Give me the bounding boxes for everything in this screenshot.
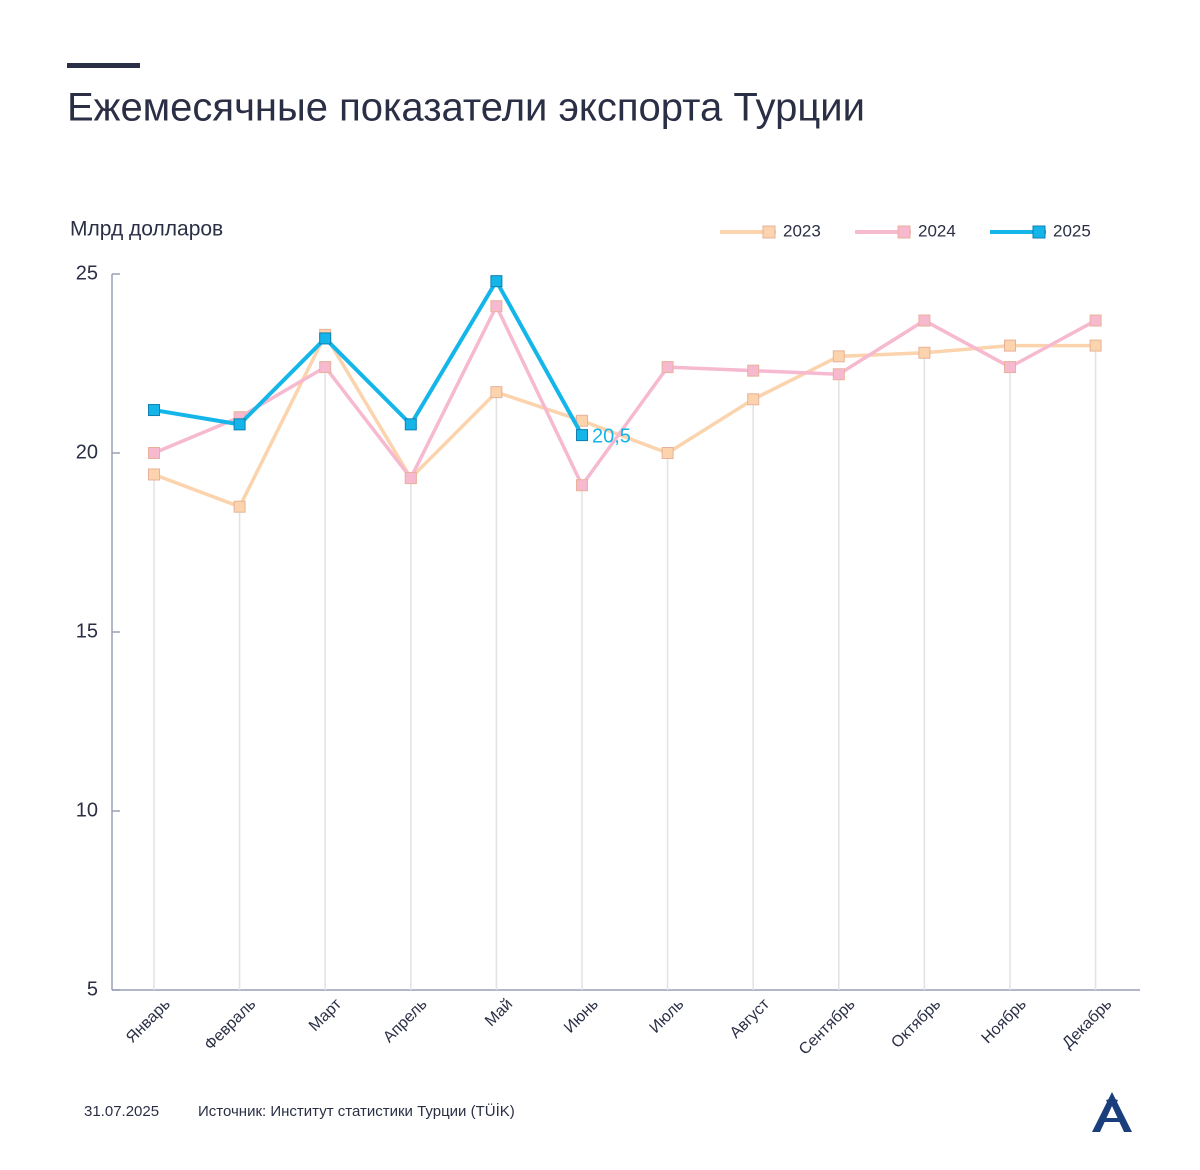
series-line: [153, 304, 1097, 487]
x-tick-label: Апрель: [380, 996, 430, 1046]
point: [319, 361, 332, 374]
point: [747, 393, 760, 406]
point: [319, 332, 332, 345]
point: [404, 418, 417, 431]
date: 31.07.2025: [84, 1103, 159, 1120]
point: [404, 472, 417, 485]
point: [1004, 339, 1016, 352]
value-label: 20,5: [592, 425, 631, 447]
y-tick-label: 20: [76, 441, 98, 463]
point: [661, 447, 674, 459]
legend-label: 2025: [1053, 221, 1091, 240]
y-tick-label: 25: [76, 262, 98, 284]
x-tick-label: Март: [306, 995, 346, 1035]
point: [1089, 339, 1102, 352]
series-line: [153, 333, 1096, 509]
point: [233, 500, 246, 513]
x-tick-label: Февраль: [201, 996, 259, 1054]
y-tick-label: 5: [87, 978, 98, 1000]
point: [490, 300, 503, 313]
point: [233, 418, 246, 431]
legend-marker: [897, 225, 911, 239]
point: [148, 447, 160, 459]
point: [148, 468, 160, 481]
y-tick-label: 10: [76, 799, 98, 821]
legend-label: 2023: [783, 221, 821, 240]
point: [148, 404, 160, 417]
point: [576, 479, 588, 492]
source: Источник: Институт статистики Турции (TÜ…: [198, 1102, 515, 1120]
x-tick-label: Ноябрь: [979, 996, 1030, 1047]
point: [918, 346, 931, 359]
point: [490, 386, 503, 399]
point: [1004, 361, 1016, 374]
point: [661, 361, 674, 374]
legend-marker: [762, 225, 776, 239]
point: [918, 314, 931, 327]
series-line: [153, 279, 584, 437]
point: [490, 275, 503, 288]
point: [576, 429, 588, 442]
point: [1089, 314, 1102, 327]
legend-marker: [1032, 225, 1046, 239]
x-tick-label: Октябрь: [888, 996, 944, 1052]
logo: [1092, 1092, 1132, 1132]
title-bar: [67, 63, 140, 68]
point: [832, 350, 845, 363]
x-tick-label: Июнь: [561, 996, 602, 1037]
x-tick-label: Июль: [647, 996, 688, 1037]
x-tick-label: Январь: [123, 996, 174, 1047]
x-tick-label: Декабрь: [1059, 996, 1115, 1052]
x-tick-label: Август: [727, 995, 774, 1042]
legend-label: 2024: [918, 221, 956, 240]
y-axis-label: Млрд долларов: [70, 218, 223, 241]
point: [747, 364, 760, 377]
y-tick-label: 15: [76, 620, 98, 642]
chart-title: Ежемесячные показатели экспорта Турции: [67, 86, 865, 130]
point: [832, 368, 845, 381]
x-tick-label: Май: [482, 996, 516, 1030]
point: [576, 414, 588, 427]
x-tick-label: Сентябрь: [796, 996, 859, 1059]
